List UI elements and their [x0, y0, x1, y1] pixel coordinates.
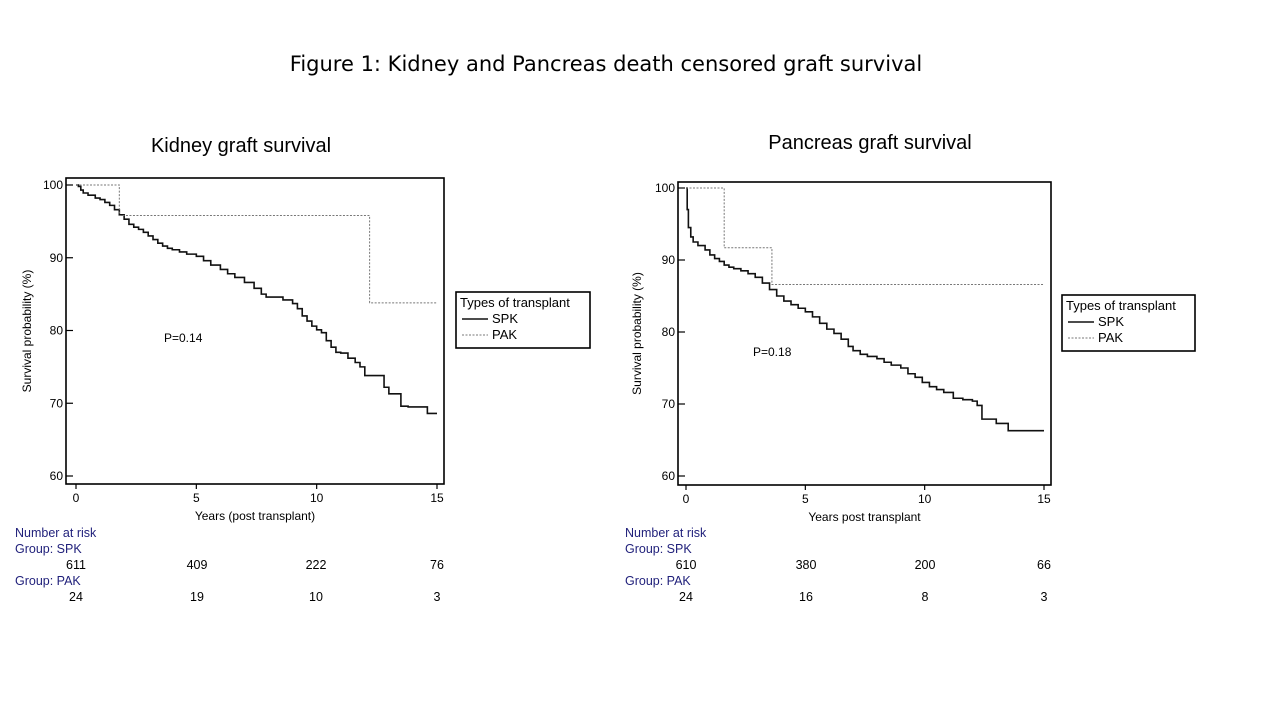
x-tick-label: 15 — [1037, 492, 1051, 506]
risk-value: 24 — [679, 590, 693, 604]
plot-frame — [65, 177, 445, 485]
y-axis-title: Survival probability (%) — [630, 272, 644, 395]
y-tick-label: 90 — [662, 253, 676, 267]
y-tick-label: 100 — [43, 178, 63, 192]
series-line-spk — [76, 184, 437, 415]
x-tick-label: 10 — [918, 492, 932, 506]
y-tick-label: 80 — [50, 324, 64, 338]
legend-entry-pak: PAK — [492, 327, 517, 342]
y-tick-label: 60 — [50, 469, 64, 483]
x-axis-title: Years (post transplant) — [195, 509, 315, 523]
y-axis-title: Survival probability (%) — [20, 270, 34, 393]
x-axis-title: Years post transplant — [808, 510, 921, 524]
legend-title: Types of transplant — [460, 295, 570, 310]
risk-value: 611 — [66, 558, 86, 572]
risk-value: 610 — [676, 558, 697, 572]
x-tick-label: 5 — [802, 492, 809, 506]
risk-group-label: Group: PAK — [625, 574, 691, 588]
x-tick-label: 0 — [73, 491, 80, 505]
risk-value: 222 — [306, 558, 327, 572]
x-tick-label: 0 — [683, 492, 690, 506]
risk-value: 66 — [1037, 558, 1051, 572]
risk-value: 200 — [915, 558, 936, 572]
y-tick-label: 60 — [662, 469, 676, 483]
chart-title: Pancreas graft survival — [768, 132, 971, 154]
risk-table-heading: Number at risk — [15, 526, 97, 540]
legend-box — [455, 291, 591, 349]
risk-value: 76 — [430, 558, 444, 572]
risk-value: 3 — [434, 590, 441, 604]
risk-value: 10 — [309, 590, 323, 604]
y-tick-label: 70 — [662, 397, 676, 411]
risk-group-label: Group: SPK — [15, 542, 82, 556]
y-tick-label: 100 — [655, 181, 675, 195]
legend-entry-pak: PAK — [1098, 330, 1123, 345]
pancreas-survival-chart: Pancreas graft survival 60 70 80 90 100 0 5 10 15… — [625, 132, 1196, 604]
y-tick-label: 70 — [50, 396, 64, 410]
x-tick-label: 10 — [310, 491, 324, 505]
y-tick-label: 80 — [662, 325, 676, 339]
legend-entry-spk: SPK — [492, 311, 518, 326]
kidney-survival-chart: Kidney graft survival 60 70 80 90 100 0 5 10 15 Ye… — [15, 135, 591, 604]
p-value-annotation: P=0.14 — [164, 331, 203, 345]
legend-entry-spk: SPK — [1098, 314, 1124, 329]
risk-value: 24 — [69, 590, 83, 604]
series-line-spk — [686, 187, 1044, 432]
chart-title: Kidney graft survival — [151, 135, 331, 157]
risk-value: 16 — [799, 590, 813, 604]
series-line-pak — [76, 184, 437, 304]
legend-box — [1061, 294, 1196, 352]
risk-value: 19 — [190, 590, 204, 604]
risk-value: 8 — [922, 590, 929, 604]
risk-value: 380 — [796, 558, 817, 572]
risk-value: 409 — [187, 558, 208, 572]
series-line-pak — [686, 187, 1044, 285]
y-tick-label: 90 — [50, 251, 64, 265]
risk-group-label: Group: PAK — [15, 574, 81, 588]
x-tick-label: 15 — [430, 491, 444, 505]
p-value-annotation: P=0.18 — [753, 345, 792, 359]
risk-value: 3 — [1041, 590, 1048, 604]
figure-title: Figure 1: Kidney and Pancreas death cens… — [289, 52, 923, 76]
plot-frame — [677, 181, 1052, 486]
legend-title: Types of transplant — [1066, 298, 1176, 313]
risk-table-heading: Number at risk — [625, 526, 707, 540]
x-tick-label: 5 — [193, 491, 200, 505]
risk-group-label: Group: SPK — [625, 542, 692, 556]
